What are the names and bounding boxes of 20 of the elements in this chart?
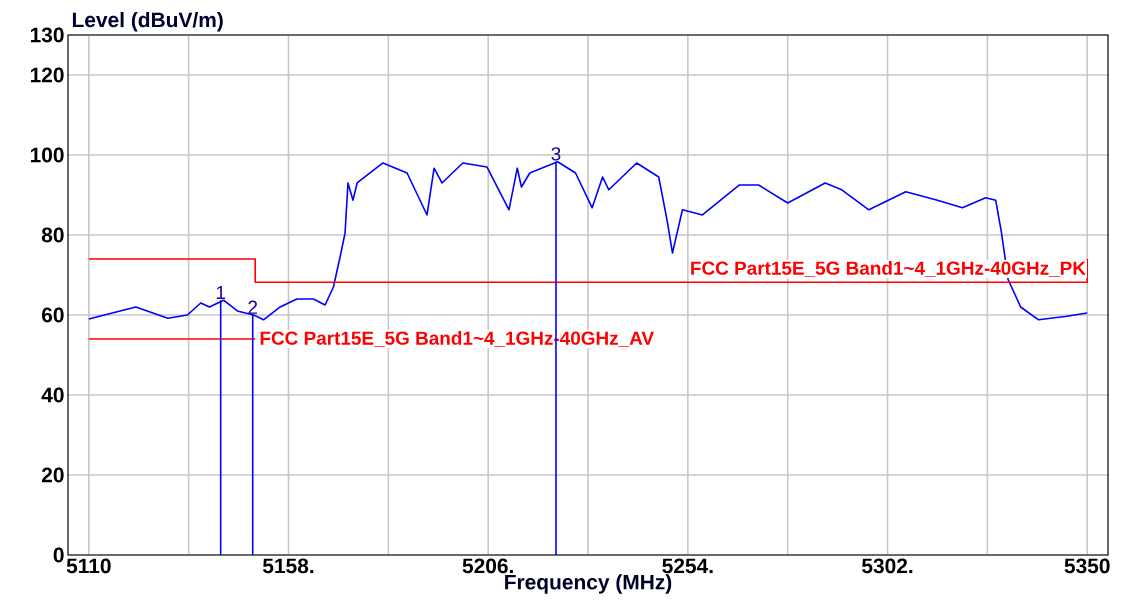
y-tick-label: 130 <box>30 27 64 43</box>
annotation: 3 <box>551 147 561 161</box>
x-tick-label: 5206. <box>462 558 513 574</box>
x-tick-label: 5158. <box>262 558 314 574</box>
annotation: 2 <box>248 300 258 314</box>
x-tick-label: 5254. <box>662 558 713 574</box>
x-axis-title: Frequency (MHz) <box>505 574 672 594</box>
y-tick-label: 100 <box>30 147 64 163</box>
y-tick-label: 80 <box>41 227 64 243</box>
x-tick-label: 5350 <box>1064 558 1110 574</box>
y-tick-label: 60 <box>41 307 64 323</box>
y-tick-label: 120 <box>30 67 64 83</box>
annotation: 1 <box>216 285 226 299</box>
y-tick-label: 20 <box>41 467 64 483</box>
y-tick-label: 0 <box>53 547 64 563</box>
series-label: FCC Part15E_5G Band1~4_1GHz-40GHz_PK <box>691 260 1086 277</box>
y-tick-label: 40 <box>41 387 64 403</box>
x-tick-label: 5302. <box>861 558 913 574</box>
y-axis-title: Level (dBuV/m) <box>72 11 223 32</box>
x-tick-label: 5110 <box>66 558 111 574</box>
